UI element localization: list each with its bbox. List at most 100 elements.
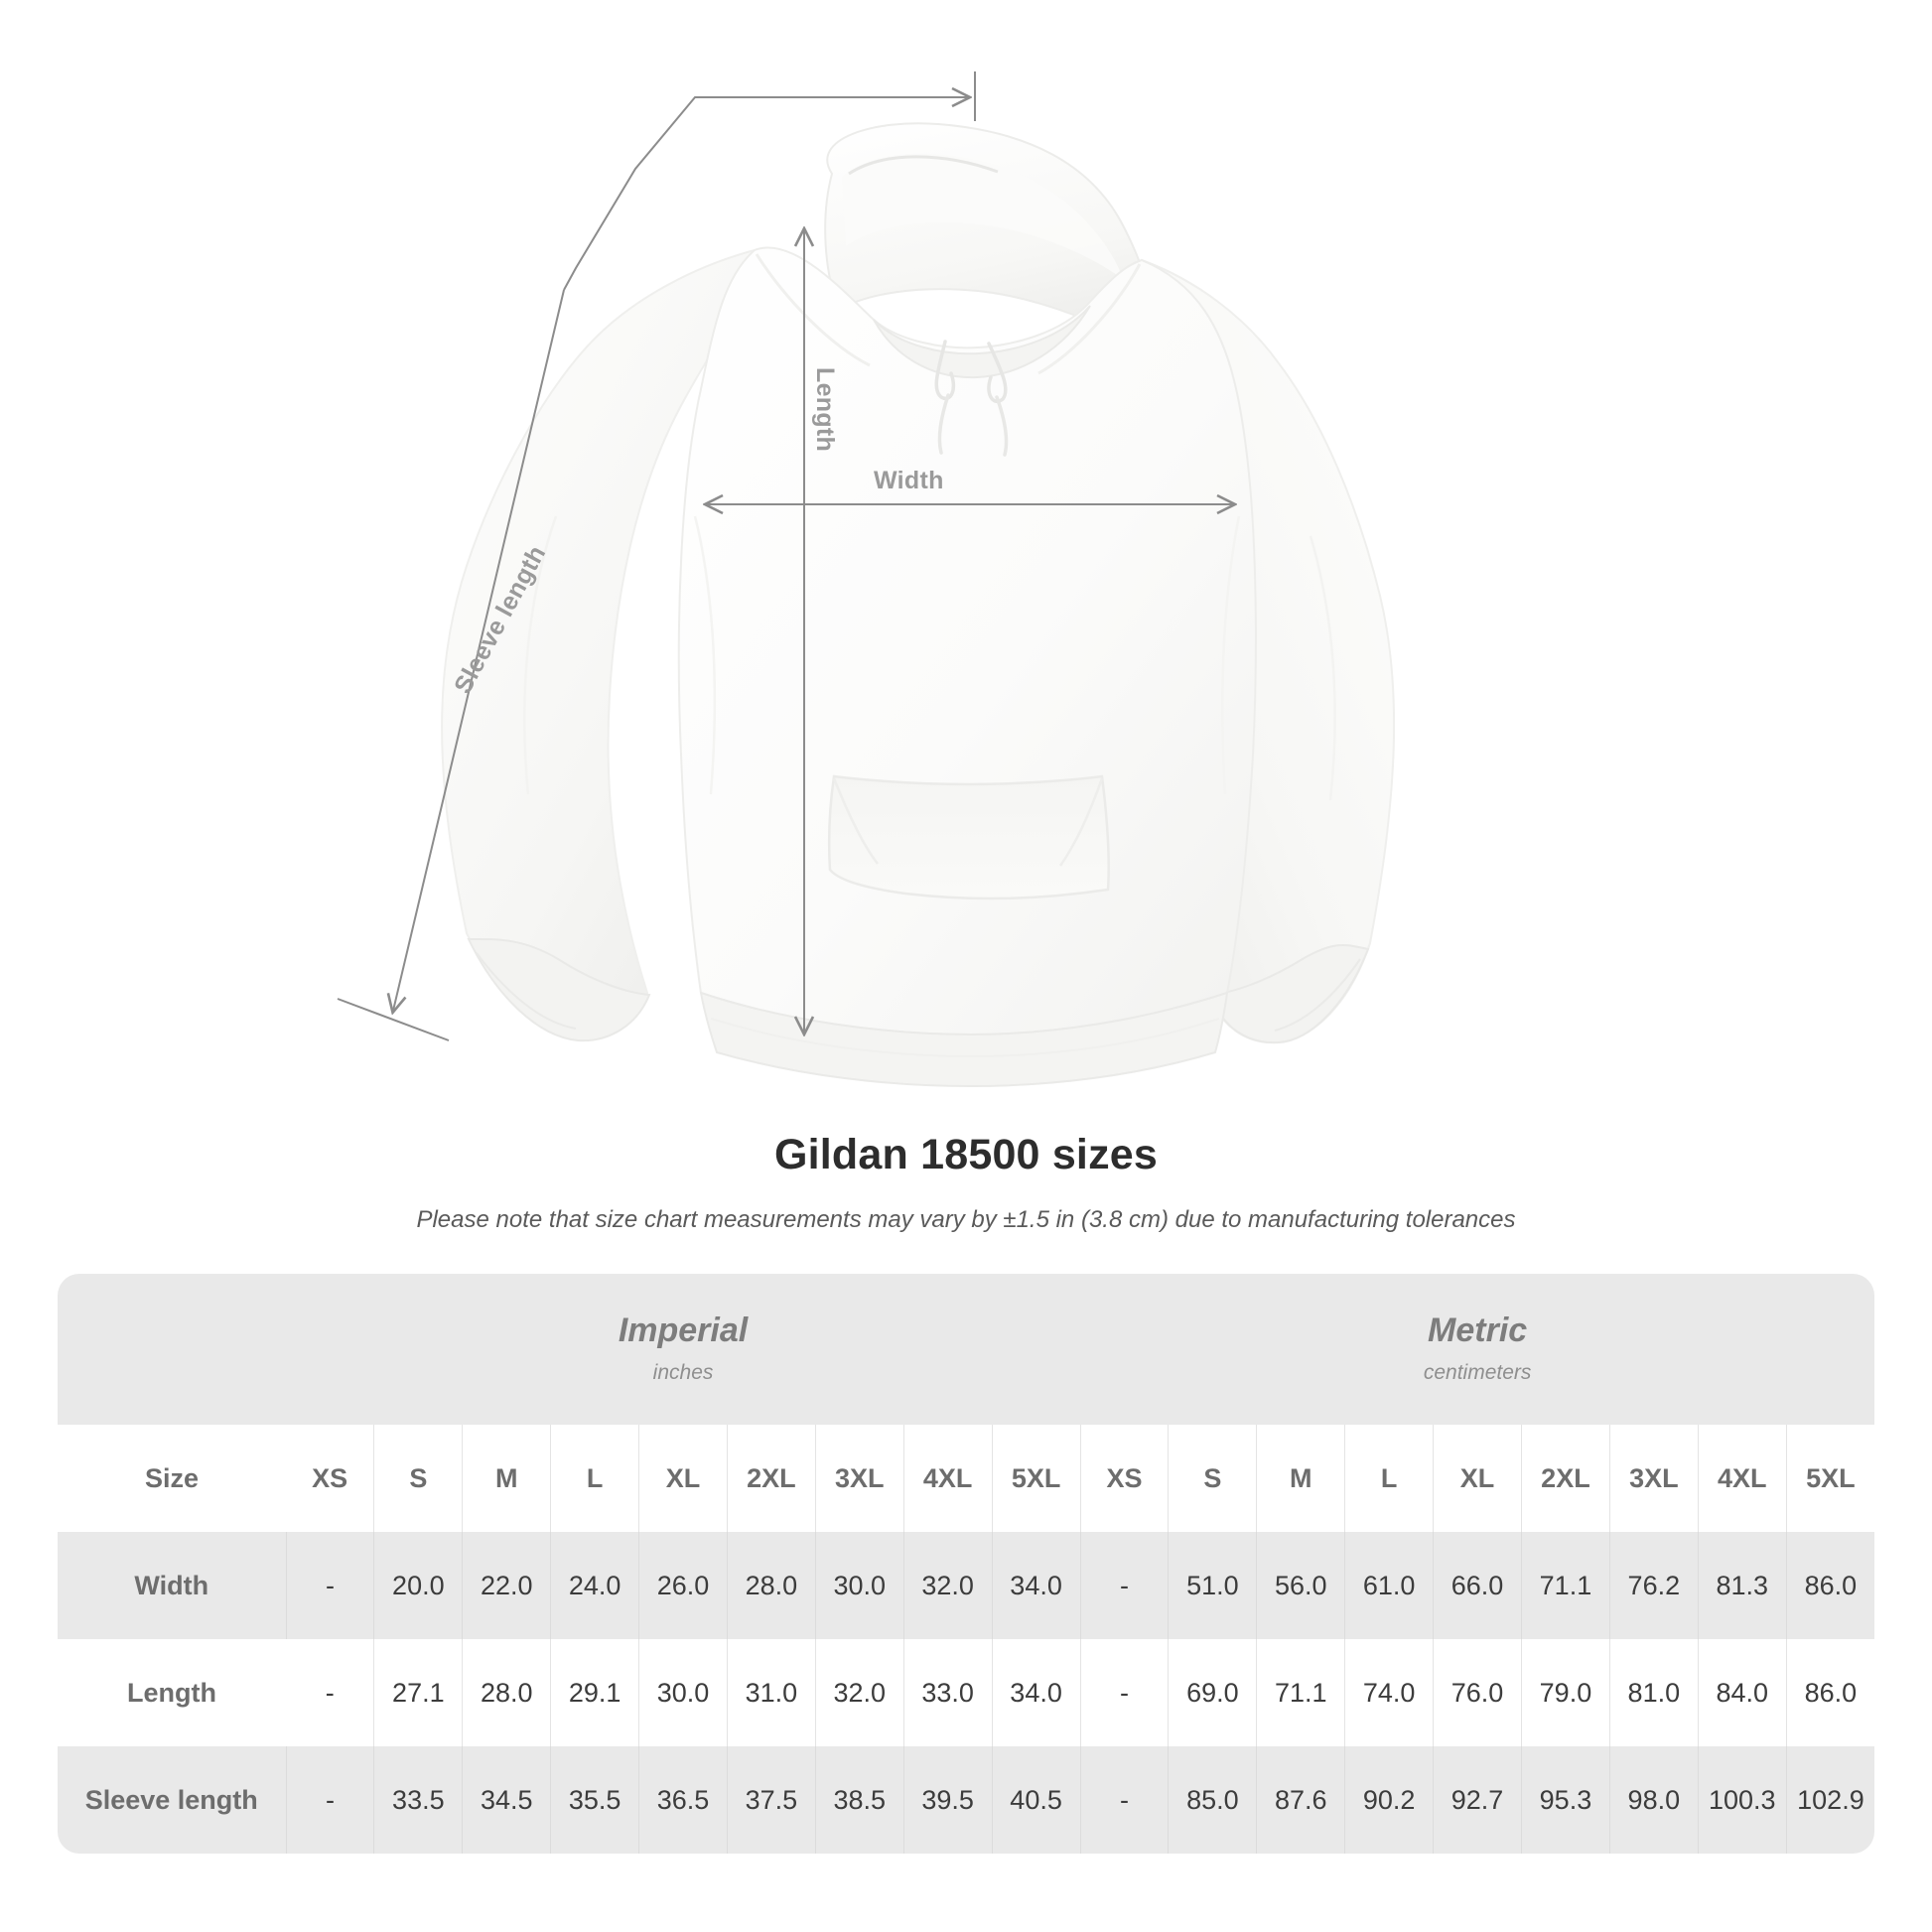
cell-width-imperial-5xl: 34.0 [991, 1532, 1081, 1639]
size-col-imperial-5xl: 5XL [991, 1425, 1081, 1532]
cell-sleeve-metric-xs: - [1079, 1746, 1169, 1854]
cell-width-imperial-xs: - [285, 1532, 374, 1639]
measurement-guides [337, 71, 1932, 1041]
size-header-row: Size XS S M L XL 2XL 3XL 4XL 5XL XS S M … [58, 1425, 1874, 1532]
title-block: Gildan 18500 sizes Please note that size… [0, 1131, 1932, 1234]
cell-length-imperial-m: 28.0 [462, 1639, 551, 1746]
cell-length-metric-4xl: 84.0 [1697, 1639, 1787, 1746]
cell-width-metric-m: 56.0 [1256, 1532, 1345, 1639]
cell-width-metric-3xl: 76.2 [1608, 1532, 1699, 1639]
page-title: Gildan 18500 sizes [773, 1131, 1159, 1178]
size-header-label: Size [144, 1462, 200, 1493]
size-chart-table: Imperial inches Metric centimeters Size … [58, 1274, 1874, 1854]
cell-sleeve-metric-4xl: 100.3 [1697, 1746, 1787, 1854]
cell-sleeve-metric-xl: 92.7 [1433, 1746, 1522, 1854]
cell-width-metric-5xl: 86.0 [1785, 1532, 1874, 1639]
cell-length-metric-5xl: 86.0 [1785, 1639, 1874, 1746]
cell-sleeve-imperial-3xl: 38.5 [814, 1746, 904, 1854]
cell-length-imperial-s: 27.1 [373, 1639, 463, 1746]
cell-width-metric-2xl: 71.1 [1521, 1532, 1610, 1639]
cell-sleeve-imperial-s: 33.5 [373, 1746, 463, 1854]
tolerance-note: Please note that size chart measurements… [416, 1206, 1516, 1234]
cell-length-imperial-4xl: 33.0 [902, 1639, 993, 1746]
cell-width-imperial-s: 20.0 [373, 1532, 463, 1639]
row-label-sleeve-length: Sleeve length [84, 1784, 258, 1815]
metric-unit-sub: centimeters [1423, 1361, 1532, 1384]
cell-length-metric-3xl: 81.0 [1608, 1639, 1699, 1746]
cell-sleeve-imperial-m: 34.5 [462, 1746, 551, 1854]
cell-width-imperial-2xl: 28.0 [726, 1532, 816, 1639]
cell-length-metric-m: 71.1 [1256, 1639, 1345, 1746]
cell-length-imperial-3xl: 32.0 [814, 1639, 904, 1746]
size-col-metric-l: L [1344, 1425, 1434, 1532]
size-col-imperial-xs: XS [312, 1462, 348, 1493]
size-col-imperial-m: M [462, 1425, 551, 1532]
size-col-metric-3xl: 3XL [1608, 1425, 1699, 1532]
cell-sleeve-imperial-xs: - [285, 1746, 374, 1854]
size-col-metric-s: S [1168, 1425, 1257, 1532]
cell-sleeve-imperial-xl: 36.5 [638, 1746, 728, 1854]
cell-length-metric-2xl: 79.0 [1521, 1639, 1610, 1746]
cell-sleeve-metric-2xl: 95.3 [1521, 1746, 1610, 1854]
cell-sleeve-imperial-2xl: 37.5 [726, 1746, 816, 1854]
table-row: Length - 27.1 28.0 29.1 30.0 31.0 32.0 3… [58, 1639, 1874, 1746]
cell-sleeve-metric-3xl: 98.0 [1608, 1746, 1699, 1854]
row-label-length: Length [127, 1677, 216, 1708]
hoodie-image [441, 122, 1396, 1088]
cell-width-imperial-3xl: 30.0 [814, 1532, 904, 1639]
product-illustration: Length Width Sleeve length [337, 71, 1932, 1088]
width-measure-label: Width [874, 467, 944, 494]
cell-sleeve-imperial-5xl: 40.5 [991, 1746, 1081, 1854]
cell-length-imperial-xl: 30.0 [638, 1639, 728, 1746]
cell-width-metric-s: 51.0 [1168, 1532, 1257, 1639]
cell-sleeve-imperial-l: 35.5 [550, 1746, 639, 1854]
size-col-imperial-3xl: 3XL [814, 1425, 904, 1532]
row-label-width: Width [134, 1570, 209, 1600]
size-col-metric-5xl: 5XL [1785, 1425, 1874, 1532]
cell-sleeve-metric-m: 87.6 [1256, 1746, 1345, 1854]
table-row: Sleeve length - 33.5 34.5 35.5 36.5 37.5… [58, 1746, 1874, 1854]
cell-length-metric-s: 69.0 [1168, 1639, 1257, 1746]
size-col-imperial-4xl: 4XL [902, 1425, 993, 1532]
size-col-imperial-l: L [550, 1425, 639, 1532]
cell-length-imperial-l: 29.1 [550, 1639, 639, 1746]
cell-width-metric-l: 61.0 [1344, 1532, 1434, 1639]
cell-length-imperial-2xl: 31.0 [726, 1639, 816, 1746]
cell-width-imperial-m: 22.0 [462, 1532, 551, 1639]
unit-band-row: Imperial inches Metric centimeters [58, 1274, 1874, 1425]
imperial-unit-cell: Imperial inches [286, 1274, 1080, 1425]
imperial-unit-name: Imperial [618, 1311, 749, 1349]
size-col-imperial-s: S [373, 1425, 463, 1532]
cell-length-metric-xs: - [1079, 1639, 1169, 1746]
cell-sleeve-metric-5xl: 102.9 [1785, 1746, 1874, 1854]
cell-length-imperial-xs: - [325, 1677, 335, 1708]
sleeve-leader-line [563, 71, 976, 291]
size-col-metric-m: M [1256, 1425, 1345, 1532]
length-measure-label: Length [811, 367, 839, 453]
size-chart-table-wrapper: Imperial inches Metric centimeters Size … [58, 1274, 1874, 1854]
unit-band-spacer [58, 1274, 286, 1425]
cell-length-metric-l: 74.0 [1344, 1639, 1434, 1746]
imperial-unit-sub: inches [652, 1361, 714, 1384]
cell-width-imperial-4xl: 32.0 [902, 1532, 993, 1639]
cell-width-metric-xs: - [1079, 1532, 1169, 1639]
size-col-metric-xl: XL [1433, 1425, 1522, 1532]
table-row: Width - 20.0 22.0 24.0 26.0 28.0 30.0 32… [58, 1532, 1874, 1639]
metric-unit-cell: Metric centimeters [1080, 1274, 1874, 1425]
size-col-metric-xs: XS [1079, 1425, 1169, 1532]
cell-width-metric-xl: 66.0 [1433, 1532, 1522, 1639]
cell-sleeve-imperial-4xl: 39.5 [902, 1746, 993, 1854]
cell-length-imperial-5xl: 34.0 [991, 1639, 1081, 1746]
cell-sleeve-metric-l: 90.2 [1344, 1746, 1434, 1854]
size-col-metric-2xl: 2XL [1521, 1425, 1610, 1532]
cell-sleeve-metric-s: 85.0 [1168, 1746, 1257, 1854]
cell-width-metric-4xl: 81.3 [1697, 1532, 1787, 1639]
sleeve-length-arrow [337, 289, 565, 1041]
cell-length-metric-xl: 76.0 [1433, 1639, 1522, 1746]
size-col-imperial-xl: XL [638, 1425, 728, 1532]
size-col-imperial-2xl: 2XL [726, 1425, 816, 1532]
cell-width-imperial-l: 24.0 [550, 1532, 639, 1639]
size-col-metric-4xl: 4XL [1697, 1425, 1787, 1532]
metric-unit-name: Metric [1428, 1311, 1528, 1349]
